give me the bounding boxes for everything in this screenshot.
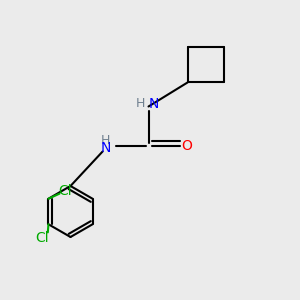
Text: Cl: Cl	[58, 184, 72, 198]
Text: N: N	[100, 141, 111, 155]
Text: H: H	[135, 97, 145, 110]
Text: O: O	[182, 139, 192, 152]
Text: Cl: Cl	[35, 231, 49, 245]
Text: H: H	[101, 134, 110, 147]
Text: N: N	[149, 97, 159, 110]
